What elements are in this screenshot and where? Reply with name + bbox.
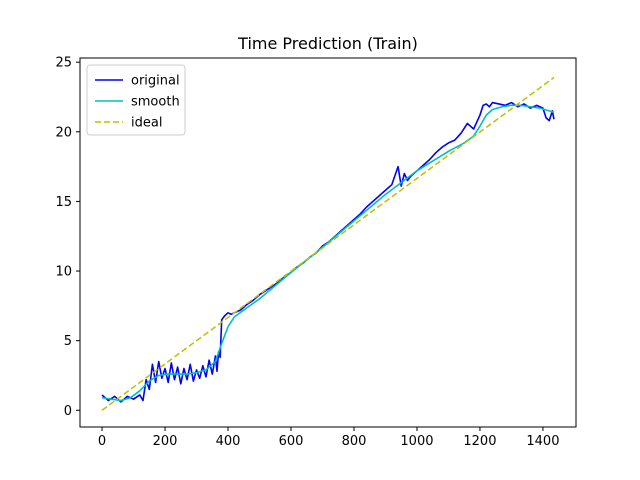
x-tick-label: 1400 <box>526 434 559 449</box>
axes-frame <box>79 57 577 428</box>
x-tick-label: 400 <box>216 434 241 449</box>
y-tick-label: 15 <box>55 195 72 210</box>
y-tick-label: 10 <box>55 265 72 280</box>
plot-area: 0 200 400 600 800 1000 1200 1400 0 5 10 15 20 25 <box>55 56 577 449</box>
x-tick-label: 0 <box>98 434 106 449</box>
series-line-ideal <box>101 76 555 411</box>
x-tick-label: 1000 <box>400 434 433 449</box>
series-line-smooth <box>101 104 555 402</box>
legend-box <box>86 64 186 136</box>
legend: original smooth ideal <box>86 64 186 136</box>
legend-label-ideal: ideal <box>131 116 162 131</box>
y-tick-label: 5 <box>64 334 72 349</box>
x-tick-label: 800 <box>342 434 367 449</box>
x-tick-label: 200 <box>153 434 178 449</box>
chart-title: Time Prediction (Train) <box>237 34 418 53</box>
y-tick-label: 20 <box>55 125 72 140</box>
x-tick-label: 1200 <box>463 434 496 449</box>
y-tick-label: 0 <box>64 404 72 419</box>
y-tick-label: 25 <box>55 56 72 71</box>
x-tick-label: 600 <box>279 434 304 449</box>
legend-label-original: original <box>131 74 180 89</box>
legend-label-smooth: smooth <box>131 95 180 110</box>
